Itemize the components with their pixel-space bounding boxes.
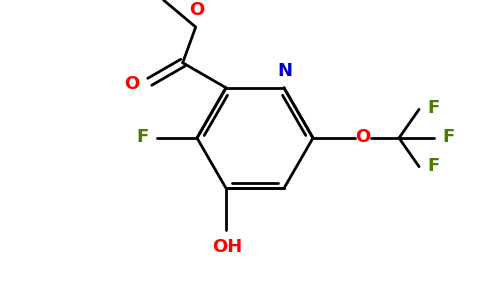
Text: F: F	[427, 157, 439, 175]
Text: O: O	[355, 128, 371, 146]
Text: N: N	[277, 62, 292, 80]
Text: F: F	[137, 128, 149, 146]
Text: O: O	[189, 1, 204, 19]
Text: OH: OH	[212, 238, 242, 256]
Text: O: O	[124, 75, 140, 93]
Text: F: F	[427, 99, 439, 117]
Text: F: F	[442, 128, 454, 146]
